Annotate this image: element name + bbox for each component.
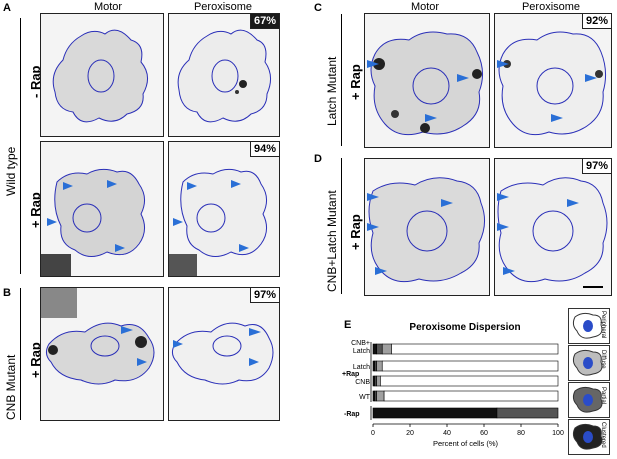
bar-segment-peripheral-3 (383, 390, 559, 402)
bar-segment-peripheral-2 (380, 375, 559, 387)
micrograph-c-peroxisome: 92% (494, 13, 612, 148)
x-tick-label-80: 80 (517, 430, 525, 437)
row-group-cnb-latch-mutant: CNB+Latch Mutant (325, 190, 339, 292)
micrograph-a-peroxisome-minus-rap: 67% (168, 13, 280, 137)
bar-segment-diffuse-1 (376, 360, 383, 372)
bar-segment-peripheral-0 (391, 343, 559, 355)
micrograph-a-peroxisome-plus-rap: 94% (168, 141, 280, 277)
x-tick-label-100: 100 (552, 430, 564, 437)
column-title-peroxisome: Peroxisome (193, 1, 253, 13)
bar-segment-clustered-4 (372, 407, 498, 419)
bar-segment-peripheral-1 (381, 360, 559, 372)
x-tick-label-0: 0 (371, 430, 375, 437)
legend-label-partial: Partial (600, 387, 606, 405)
micrograph-d-peroxisome: 97% (494, 158, 612, 296)
bracket-latch-mutant (341, 14, 342, 146)
legend-thumb-diffuse: Diffuse (568, 345, 610, 381)
micrograph-d-motor (364, 158, 490, 296)
legend-label-diffuse: Diffuse (600, 350, 606, 369)
bar-segment-partial-4 (496, 407, 559, 419)
percent-badge-a-plus-rap: 94% (249, 142, 279, 157)
micrograph-c-motor (364, 13, 490, 148)
micrograph-b-motor (40, 287, 164, 421)
x-axis-label: Percent of cells (%) (433, 439, 499, 448)
row-group-cnb-mutant: CNB Mutant (4, 354, 18, 420)
category-label-2: CNB (355, 379, 370, 386)
panel-label-a: A (3, 2, 11, 14)
bar-segment-partial-0 (376, 343, 383, 355)
panel-label-c: C (314, 2, 322, 14)
bar-segment-diffuse-3 (376, 390, 385, 402)
bar-segment-clustered-0 (372, 343, 378, 355)
chart-title: Peroxisome Dispersion (409, 322, 521, 333)
row-group-latch-mutant: Latch Mutant (325, 56, 339, 126)
legend-thumb-partial: Partial (568, 382, 610, 418)
panel-label-d: D (314, 153, 322, 165)
category-label-0-b: Latch (353, 348, 370, 355)
micrograph-b-peroxisome: 97% (168, 287, 280, 421)
legend-label-clustered: Clustered (600, 422, 606, 448)
micrograph-a-motor-minus-rap (40, 13, 164, 137)
row-group-wild-type: Wild type (4, 146, 18, 196)
legend-thumb-clustered: Clustered (568, 419, 610, 455)
percent-badge-c: 92% (581, 14, 611, 29)
x-tick-label-20: 20 (406, 430, 414, 437)
category-label-3: WT (359, 394, 371, 401)
column-title-peroxisome-c: Peroxisome (521, 1, 581, 13)
column-title-motor-c: Motor (410, 1, 440, 13)
bracket-cnb-mutant (20, 288, 21, 420)
group-label-minus-rap: -Rap (344, 411, 360, 418)
category-label-1: Latch (353, 364, 370, 371)
panel-label-e: E (344, 319, 352, 331)
bracket-cnb-latch-mutant (341, 158, 342, 294)
column-title-motor: Motor (93, 1, 123, 13)
x-tick-label-60: 60 (480, 430, 488, 437)
percent-badge-b: 97% (249, 288, 279, 303)
panel-label-b: B (3, 287, 11, 299)
bar-segment-diffuse-2 (376, 375, 381, 387)
group-label-plus-rap: +Rap (342, 371, 359, 378)
condition-plus-rap-d: + Rap (348, 214, 363, 250)
percent-badge-d: 97% (581, 159, 611, 174)
legend-label-peripheral: Peripheral (600, 311, 606, 339)
micrograph-a-motor-plus-rap (40, 141, 164, 277)
category-label-0-a: CNB+ (351, 340, 370, 347)
percent-badge-a-minus-rap: 67% (249, 14, 279, 29)
condition-plus-rap-c: + Rap (348, 64, 363, 100)
bar-segment-diffuse-0 (381, 343, 392, 355)
x-tick-label-40: 40 (443, 430, 451, 437)
bracket-wild-type (20, 18, 21, 274)
legend-thumb-peripheral: Peripheral (568, 308, 610, 344)
